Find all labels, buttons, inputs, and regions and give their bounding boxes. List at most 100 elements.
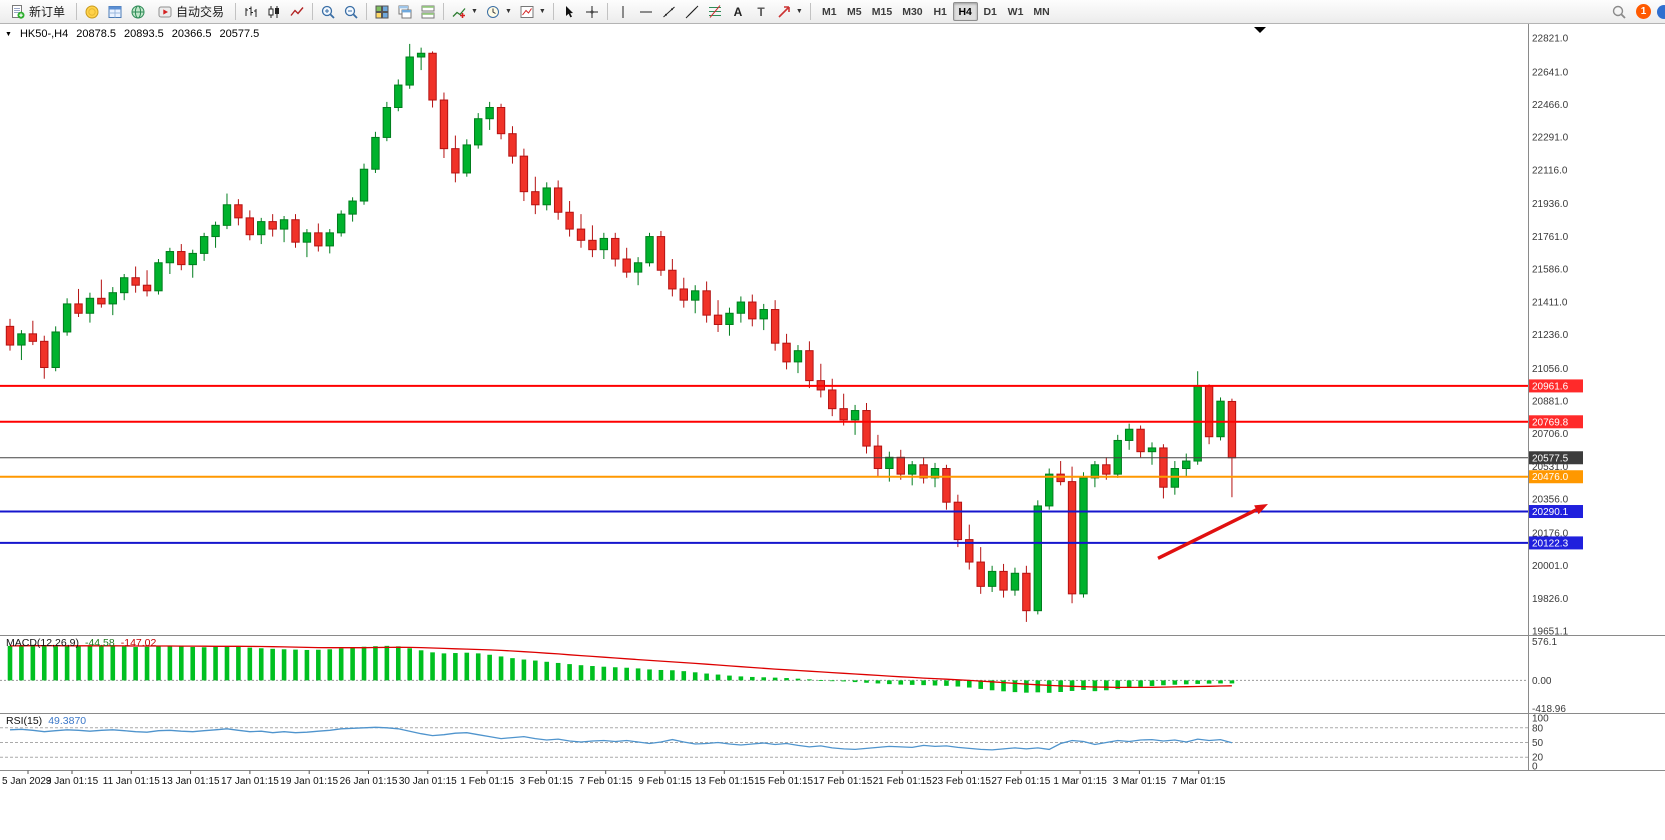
timeframe-button-M30[interactable]: M30 — [897, 2, 927, 21]
trendline-tool-button[interactable] — [658, 2, 680, 22]
svg-text:T: T — [757, 5, 765, 19]
new-order-button[interactable]: 新订单 — [3, 2, 72, 22]
templates-button[interactable]: ▼ — [516, 2, 549, 22]
arrows-tool-button[interactable]: ▼ — [773, 2, 806, 22]
svg-text:15 Feb 01:15: 15 Feb 01:15 — [754, 776, 813, 787]
navigator-button[interactable] — [127, 2, 149, 22]
svg-text:21 Feb 01:15: 21 Feb 01:15 — [873, 776, 932, 787]
chart-ohlc-header: ▼ HK50-,H4 20878.5 20893.5 20366.5 20577… — [5, 28, 259, 40]
horizontal-line-tool-button[interactable] — [635, 2, 657, 22]
tile-windows-button[interactable] — [371, 2, 393, 22]
autotrade-button[interactable]: 自动交易 — [150, 2, 231, 22]
chart-window[interactable]: 22821.0 22641.0 22466.0 22291.0 22116.0 21936… — [0, 24, 1665, 840]
timeframe-button-MN[interactable]: MN — [1028, 2, 1054, 21]
time-axis[interactable]: 5 Jan 20239 Jan 01:15 11 Jan 01:1513 Jan … — [2, 770, 1226, 788]
search-icon — [1611, 4, 1627, 20]
ohlc-high: 20893.5 — [124, 28, 164, 40]
arrow-shape-icon — [776, 4, 792, 20]
crosshair-icon — [584, 4, 600, 20]
candlestick-chart-button[interactable] — [263, 2, 285, 22]
svg-text:50: 50 — [1532, 738, 1544, 749]
svg-text:7 Mar 01:15: 7 Mar 01:15 — [1172, 776, 1226, 787]
macd-label: MACD(12,26,9) -44.58 -147.02 — [6, 637, 156, 649]
svg-text:21236.0: 21236.0 — [1532, 330, 1569, 341]
tile-horizontal-icon — [420, 4, 436, 20]
svg-text:20881.0: 20881.0 — [1532, 396, 1569, 407]
zoom-in-icon — [320, 4, 336, 20]
channel-tool-button[interactable] — [681, 2, 703, 22]
price-axis[interactable]: 22821.0 22641.0 22466.0 22291.0 22116.0 21936… — [1532, 34, 1569, 638]
line-chart-button[interactable] — [286, 2, 308, 22]
cascade-windows-button[interactable] — [394, 2, 416, 22]
timeframe-button-H4[interactable]: H4 — [952, 2, 978, 21]
price-axis-drag-zone[interactable] — [1528, 24, 1665, 770]
fibonacci-tool-button[interactable] — [704, 2, 726, 22]
chart-canvas[interactable]: 22821.0 22641.0 22466.0 22291.0 22116.0 21936… — [0, 24, 1665, 840]
svg-text:21761.0: 21761.0 — [1532, 232, 1569, 243]
timeframe-button-D1[interactable]: D1 — [978, 2, 1003, 21]
svg-text:13 Feb 01:15: 13 Feb 01:15 — [695, 776, 754, 787]
level-price-tag: 20122.3 — [1529, 536, 1583, 550]
bar-chart-icon — [243, 4, 259, 20]
level-price-tag: 20290.1 — [1529, 505, 1583, 519]
timeframe-button-H1[interactable]: H1 — [928, 2, 953, 21]
crosshair-button[interactable] — [581, 2, 603, 22]
rsi-line — [9, 726, 1233, 751]
tile-horizontal-button[interactable] — [417, 2, 439, 22]
chart-background — [0, 24, 1665, 840]
rsi-label: RSI(15) 49.3870 — [6, 715, 86, 727]
bar-chart-button[interactable] — [240, 2, 262, 22]
line-chart-icon — [289, 4, 305, 20]
svg-text:21411.0: 21411.0 — [1532, 297, 1568, 308]
zoom-out-button[interactable] — [340, 2, 362, 22]
svg-text:9 Jan 01:15: 9 Jan 01:15 — [46, 776, 99, 787]
time-axis-drag-zone[interactable] — [0, 771, 1665, 793]
chevron-down-icon: ▼ — [471, 8, 478, 15]
timeframe-button-W1[interactable]: W1 — [1003, 2, 1029, 21]
zoom-in-button[interactable] — [317, 2, 339, 22]
new-order-icon — [10, 4, 26, 20]
autotrade-icon — [157, 4, 173, 20]
svg-text:-418.96: -418.96 — [1532, 704, 1566, 715]
chart-expand-icon[interactable]: ▼ — [5, 30, 12, 38]
timeframe-button-M5[interactable]: M5 — [842, 2, 867, 21]
svg-text:576.1: 576.1 — [1532, 637, 1557, 648]
svg-text:5 Jan 2023: 5 Jan 2023 — [2, 776, 52, 787]
text-tool-button[interactable]: A — [727, 2, 749, 22]
toolbar-separator — [235, 3, 237, 20]
svg-text:20531.0: 20531.0 — [1532, 462, 1569, 473]
macd-signal-line — [9, 645, 1232, 689]
svg-text:19826.0: 19826.0 — [1532, 594, 1569, 605]
svg-text:80: 80 — [1532, 723, 1544, 734]
trendline-icon — [661, 4, 677, 20]
vertical-line-icon — [615, 4, 631, 20]
data-window-icon — [107, 4, 123, 20]
notification-badge[interactable]: 1 — [1636, 4, 1651, 19]
svg-text:19651.1: 19651.1 — [1532, 627, 1569, 638]
periods-button[interactable]: ▼ — [482, 2, 515, 22]
svg-text:1 Mar 01:15: 1 Mar 01:15 — [1053, 776, 1107, 787]
svg-text:20961.6: 20961.6 — [1532, 381, 1569, 392]
vertical-line-tool-button[interactable] — [612, 2, 634, 22]
label-tool-button[interactable]: T — [750, 2, 772, 22]
svg-text:100: 100 — [1532, 714, 1549, 725]
indicators-button[interactable]: ▼ — [448, 2, 481, 22]
timeframe-button-M15[interactable]: M15 — [867, 2, 897, 21]
annotation-arrow[interactable] — [1157, 504, 1268, 560]
market-watch-button[interactable] — [81, 2, 103, 22]
svg-text:20290.1: 20290.1 — [1532, 507, 1569, 518]
candlestick-series — [5, 43, 1237, 622]
candlestick-chart-icon — [266, 4, 282, 20]
svg-text:21936.0: 21936.0 — [1532, 199, 1569, 210]
text-icon: A — [730, 4, 746, 20]
cursor-button[interactable] — [558, 2, 580, 22]
timeframe-button-M1[interactable]: M1 — [817, 2, 842, 21]
toolbar-separator — [443, 3, 445, 20]
data-window-button[interactable] — [104, 2, 126, 22]
toolbar-separator — [76, 3, 78, 20]
svg-text:20577.5: 20577.5 — [1532, 453, 1569, 464]
scroll-to-end-marker[interactable] — [1254, 27, 1266, 33]
chart-plot-area[interactable] — [0, 24, 1528, 635]
search-button[interactable] — [1608, 2, 1630, 22]
svg-text:17 Feb 01:15: 17 Feb 01:15 — [813, 776, 872, 787]
